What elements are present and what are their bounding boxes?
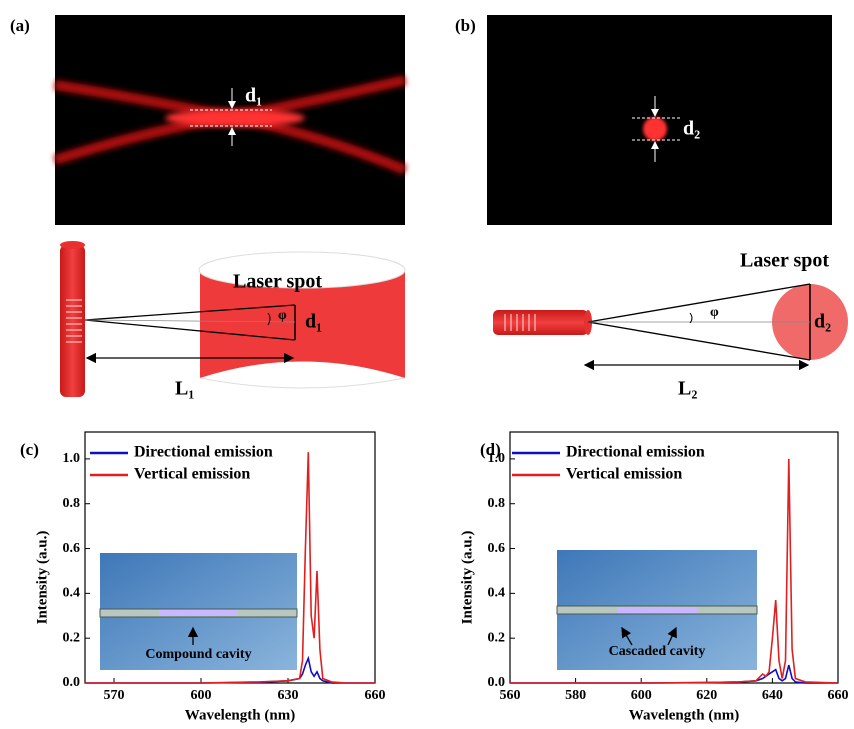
- inset-emission: [617, 607, 697, 613]
- angle-label: φ: [710, 305, 719, 320]
- panel-label: (b): [455, 16, 476, 35]
- panel-b-image: [487, 15, 832, 225]
- y-tick-label: 0.6: [488, 541, 506, 556]
- legend-label: Directional emission: [134, 444, 273, 461]
- y-tick-label: 0.6: [63, 541, 81, 556]
- y-tick-label: 1.0: [63, 451, 81, 466]
- panel-label: (d): [480, 440, 501, 459]
- laser-spot-label: Laser spot: [233, 271, 322, 293]
- y-tick-label: 0.8: [488, 496, 506, 511]
- diameter-label: d₁: [245, 85, 262, 107]
- x-tick-label: 600: [191, 688, 212, 703]
- y-axis-label: Intensity (a.u.): [459, 531, 475, 625]
- distance-label: L₁: [175, 378, 194, 400]
- y-tick-label: 0.4: [63, 586, 81, 601]
- inset-emission: [159, 610, 238, 616]
- x-tick-label: 630: [278, 688, 299, 703]
- panel-a-image: [53, 15, 407, 225]
- angle-label: φ: [278, 308, 287, 323]
- distance-label: L₂: [678, 378, 697, 400]
- x-tick-label: 660: [828, 688, 849, 703]
- y-tick-label: 0.2: [63, 630, 81, 645]
- panel-label: (a): [10, 16, 30, 35]
- diagram-a: [60, 241, 406, 397]
- y-tick-label: 0.8: [63, 496, 81, 511]
- y-axis-label: Intensity (a.u.): [34, 531, 50, 625]
- legend-label: Vertical emission: [566, 466, 682, 483]
- series-line: [510, 458, 839, 684]
- x-tick-label: 570: [104, 688, 125, 703]
- series-line: [85, 452, 375, 684]
- inset-label: Compound cavity: [145, 647, 251, 662]
- y-tick-label: 0.2: [488, 630, 506, 645]
- spot-diameter-label: d₂: [814, 311, 831, 333]
- diagram-b: [493, 283, 848, 371]
- y-tick-label: 0.0: [63, 675, 81, 690]
- y-tick-label: 0.0: [488, 675, 506, 690]
- inset-arrow: [621, 626, 633, 646]
- x-axis-label: Wavelength (nm): [629, 707, 739, 723]
- diameter-label: d₂: [683, 118, 700, 140]
- x-tick-label: 600: [631, 688, 652, 703]
- x-tick-label: 580: [565, 688, 586, 703]
- x-tick-label: 640: [762, 688, 783, 703]
- x-tick-label: 660: [365, 688, 386, 703]
- legend-label: Vertical emission: [134, 466, 250, 483]
- inset-label: Cascaded cavity: [609, 644, 706, 659]
- x-tick-label: 560: [500, 688, 521, 703]
- x-axis-label: Wavelength (nm): [185, 707, 295, 723]
- laser-spot-label: Laser spot: [740, 250, 829, 272]
- spot-diameter-label: d₁: [305, 311, 322, 333]
- x-tick-label: 620: [696, 688, 717, 703]
- y-tick-label: 0.4: [488, 586, 506, 601]
- y-tick-label: 1.0: [488, 451, 506, 466]
- legend-label: Directional emission: [566, 444, 705, 461]
- inset-arrow: [667, 626, 677, 646]
- panel-label: (c): [20, 440, 39, 459]
